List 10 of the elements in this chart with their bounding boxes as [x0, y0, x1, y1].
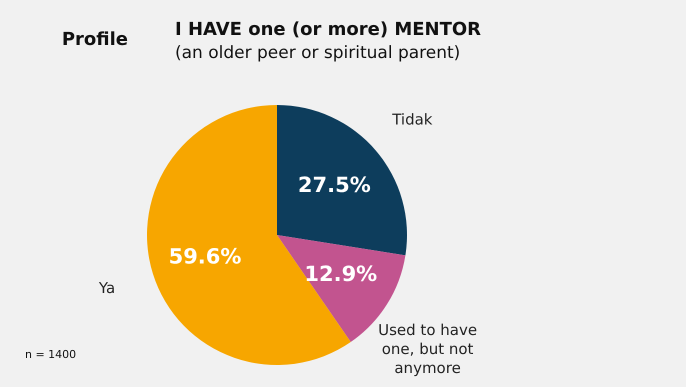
- text: Profile: [62, 29, 128, 50]
- data-label: 59.6%: [168, 244, 242, 268]
- chart-subtitle: (an older peer or spiritual parent): [175, 43, 460, 63]
- chart-title: I HAVE one (or more) MENTOR: [175, 19, 482, 40]
- slice-label: Used to have one, but not anymore: [378, 320, 478, 377]
- data-label: 27.5%: [298, 173, 371, 198]
- slice-label: Tidak: [391, 110, 433, 128]
- text: n = 1400: [25, 348, 76, 361]
- slice-label: Ya: [98, 278, 116, 297]
- data-label: 12.9%: [304, 262, 378, 286]
